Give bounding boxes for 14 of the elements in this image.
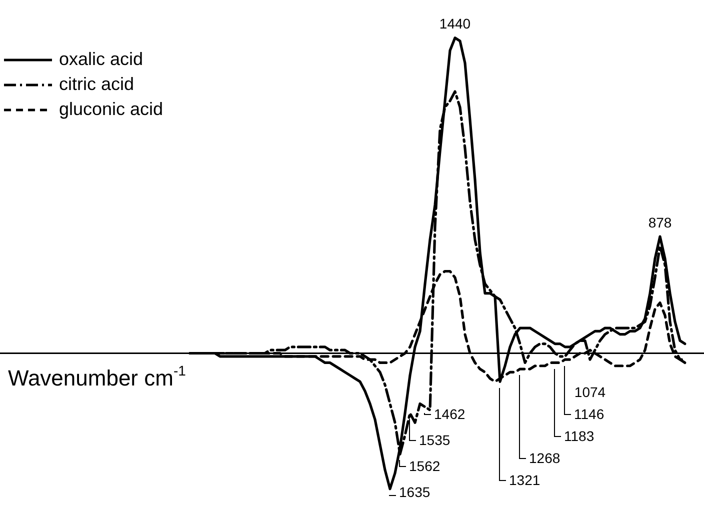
annotation: 1146 bbox=[574, 406, 604, 422]
annotation: 1562 bbox=[409, 458, 440, 474]
legend-label: citric acid bbox=[59, 74, 134, 94]
annotation: 1321 bbox=[509, 472, 540, 488]
annotation: 1183 bbox=[564, 428, 594, 444]
text: 1440 bbox=[439, 16, 471, 32]
legend-label: oxalic acid bbox=[59, 48, 144, 69]
annotation: 1635 bbox=[399, 484, 430, 500]
annotation: 1074 bbox=[574, 384, 606, 400]
annotation: 878 bbox=[648, 214, 672, 230]
annotation: 1462 bbox=[434, 406, 466, 422]
annotation: 1268 bbox=[529, 450, 560, 466]
legend-label: gluconic acid bbox=[59, 98, 164, 119]
annotation: 1535 bbox=[419, 432, 450, 448]
